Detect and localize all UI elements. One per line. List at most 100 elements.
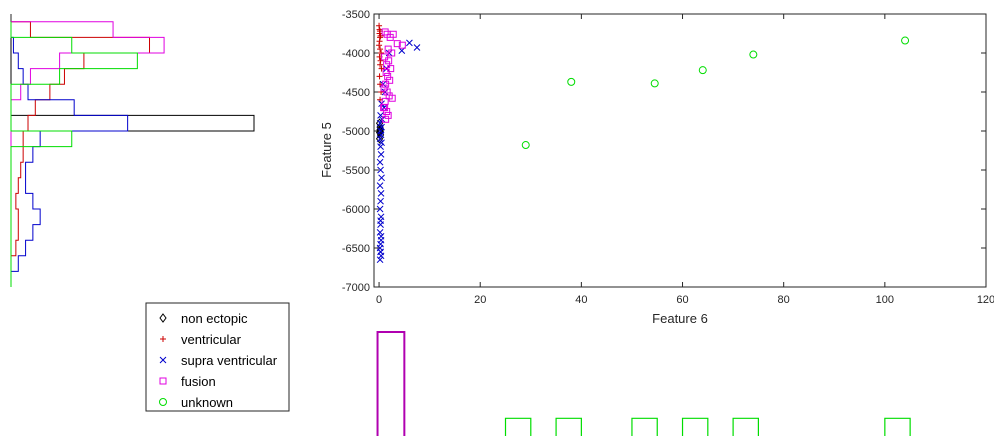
fusion-point: [384, 45, 392, 53]
data-points: [375, 22, 910, 264]
ventricular-side-histogram: [10, 21, 151, 287]
supra-ventricular-point: [377, 248, 384, 256]
unknown-side-histogram: [10, 21, 138, 287]
fusion-legend-marker: [159, 377, 167, 385]
unknown-point: [698, 66, 707, 75]
y-tick-label: -7000: [342, 282, 370, 294]
ventricular-point: [376, 42, 383, 49]
unknown-point: [901, 36, 910, 45]
fusion-point: [386, 76, 394, 84]
supra-ventricular-point: [378, 123, 385, 131]
bottom-histogram-feature6: [376, 331, 911, 436]
supra-ventricular-point: [377, 232, 385, 240]
legend: non ectopic ventricular supra ventricular f…: [145, 302, 290, 412]
y-axis: -3500 -4000 -4500 -5000 -5500 -6000 -6500 -7000: [342, 9, 986, 294]
supra-ventricular-point: [376, 182, 384, 189]
unknown-bottom-histogram-bar: [631, 417, 658, 436]
ventricular-point: [377, 46, 384, 53]
y-tick-label: -6500: [342, 243, 370, 255]
fusion-point: [385, 57, 393, 65]
fusion-point: [382, 115, 390, 123]
unknown-point: [749, 50, 758, 59]
supra-ventricular-point: [378, 100, 385, 108]
fusion-point: [387, 65, 395, 73]
x-tick-label: 0: [376, 294, 382, 306]
supra-ventricular-point: [376, 256, 384, 264]
supra-ventricular-legend-marker: [159, 356, 167, 364]
supra-ventricular-point: [376, 119, 384, 127]
fusion-point: [381, 53, 389, 61]
fusion-point: [388, 49, 396, 57]
supra-ventricular-point: [376, 158, 384, 166]
ventricular-point: [377, 61, 384, 68]
ventricular-point: [376, 38, 383, 45]
fusion-point: [393, 40, 401, 48]
ventricular-point: [376, 73, 383, 80]
supra-ventricular-point: [377, 131, 385, 139]
unknown-point: [567, 77, 576, 86]
supra-ventricular-point: [376, 205, 384, 213]
supra-ventricular-point: [377, 151, 385, 158]
fusion-point: [381, 104, 389, 112]
supra-ventricular-point: [376, 135, 384, 143]
ventricular-point: [377, 81, 384, 88]
fusion-point: [385, 92, 393, 100]
x-tick-label: 40: [575, 294, 587, 306]
ventricular-point: [377, 57, 384, 64]
legend-label: supra ventricular: [181, 353, 278, 368]
unknown-legend-marker: [159, 398, 167, 406]
x-tick-label: 60: [676, 294, 688, 306]
unknown-bottom-histogram-bar: [681, 417, 709, 436]
fusion-point: [382, 69, 390, 76]
ventricular-point: [378, 50, 385, 56]
fusion-side-histogram: [10, 21, 165, 287]
legend-label: unknown: [181, 395, 233, 410]
x-tick-label: 120: [977, 294, 994, 306]
ventricular-point: [378, 65, 385, 72]
unknown-point: [521, 141, 530, 150]
supra-ventricular-point: [378, 115, 386, 123]
fusion-point: [384, 72, 392, 80]
x-axis-title: Feature 6: [652, 311, 708, 326]
x-tick-label: 80: [778, 294, 790, 306]
supra-ventricular-point: [377, 197, 384, 205]
fusion-point: [383, 61, 391, 69]
side-histogram-feature5: [10, 14, 255, 287]
supra-ventricular-side-histogram: [10, 21, 129, 287]
fusion-point: [398, 41, 406, 49]
supra-ventricular-point: [378, 174, 385, 182]
x-tick-label: 100: [876, 294, 894, 306]
fusion-point: [381, 28, 389, 36]
y-axis-title: Feature 5: [319, 122, 334, 178]
plot-frame: [373, 13, 987, 288]
non-ectopic-legend-marker: [159, 313, 167, 323]
y-tick-label: -4500: [342, 87, 370, 99]
main-plot-area: -3500 -4000 -4500 -5000 -5500 -6000 -6500 -7000…: [319, 9, 994, 326]
supra-ventricular-point: [376, 229, 384, 236]
y-tick-label: -4000: [342, 48, 370, 60]
unknown-bottom-histogram-bar: [555, 417, 582, 436]
ventricular-point: [377, 34, 384, 41]
legend-label: fusion: [181, 374, 216, 389]
unknown-bottom-histogram-bar: [504, 417, 532, 436]
supra-ventricular-point: [377, 143, 384, 150]
non-ectopic-side-histogram: [10, 21, 255, 287]
legend-label: ventricular: [181, 332, 242, 347]
legend-box: [145, 302, 290, 412]
fusion-bottom-histogram-bar: [376, 331, 406, 436]
x-tick-label: 20: [474, 294, 486, 306]
ventricular-legend-marker: [160, 336, 166, 342]
x-axis: 0 20 40 60 80 100 120: [376, 14, 994, 306]
supra-ventricular-point: [378, 139, 385, 147]
legend-label: non ectopic: [181, 311, 248, 326]
unknown-bottom-histogram-bar: [884, 417, 911, 436]
supra-ventricular-point: [377, 217, 384, 225]
fusion-point: [383, 88, 391, 96]
supra-ventricular-point: [377, 166, 384, 174]
fusion-point: [382, 80, 390, 88]
unknown-bottom-histogram-bar: [732, 417, 759, 436]
supra-ventricular-point: [406, 39, 413, 47]
y-tick-label: -6000: [342, 204, 370, 216]
y-tick-label: -5500: [342, 165, 370, 177]
